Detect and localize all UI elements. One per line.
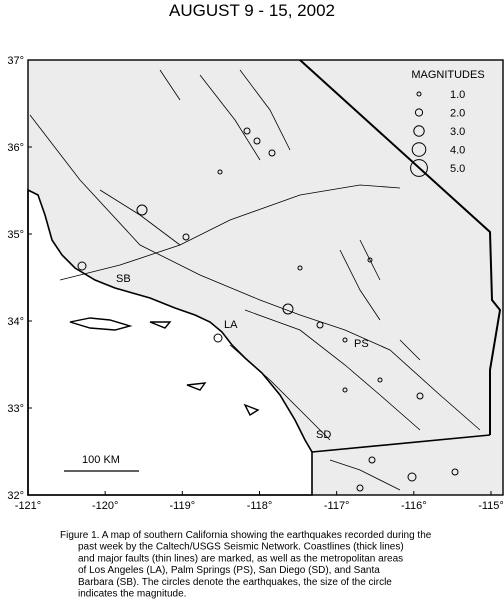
caption-line: indicates the magnitude.: [78, 589, 186, 600]
earthquake: [377, 377, 383, 383]
place-label: LA: [224, 319, 238, 331]
legend-label: 5.0: [450, 163, 465, 175]
earthquake: [213, 333, 223, 343]
earthquake: [136, 204, 148, 216]
map: [27, 59, 504, 496]
earthquake: [268, 149, 276, 157]
fault: [29, 114, 481, 431]
caption-line: past week by the Caltech/USGS Seismic Ne…: [78, 542, 404, 553]
place-label: SB: [116, 273, 131, 285]
fault: [99, 69, 291, 246]
lat-tick-label: 32°: [7, 490, 24, 502]
legend-label: 4.0: [450, 145, 465, 157]
earthquake: [356, 484, 364, 492]
legend-symbol: [416, 91, 422, 97]
legend-label: 1.0: [450, 89, 465, 101]
earthquake: [342, 337, 348, 343]
lon-tick-label: -118°: [247, 500, 273, 512]
earthquake: [342, 387, 348, 393]
fault: [244, 309, 421, 431]
place-label: PS: [354, 338, 369, 350]
mexico-border: [311, 434, 491, 453]
earthquakes: [77, 127, 459, 492]
islands: [69, 317, 260, 417]
place-label: SD: [316, 429, 331, 441]
lat-tick-label: 33°: [7, 403, 24, 415]
caption-line: and major faults (thin lines) are marked…: [78, 553, 403, 564]
ocean: [27, 188, 313, 496]
legend-label: 3.0: [450, 126, 465, 138]
lat-tick-label: 36°: [7, 142, 24, 154]
scale-label: 100 KM: [82, 454, 120, 466]
earthquake: [217, 169, 223, 175]
caption-line: of Los Angeles (LA), Palm Springs (PS), …: [78, 565, 380, 576]
earthquake: [407, 472, 417, 482]
lat-tick-label: 34°: [7, 316, 24, 328]
earthquake: [451, 468, 459, 476]
legend-title: MAGNITUDES: [411, 69, 484, 81]
earthquake: [368, 456, 376, 464]
earthquake: [243, 127, 251, 135]
lon-tick-label: -117°: [324, 500, 350, 512]
earthquake: [182, 233, 190, 241]
earthquake: [282, 303, 294, 315]
legend-symbol: [414, 108, 424, 117]
legend-symbol: [413, 125, 425, 137]
fault: [229, 344, 331, 441]
caption-line: Figure 1. A map of southern California s…: [60, 530, 432, 541]
lon-tick-label: -121°: [15, 500, 41, 512]
earthquake: [297, 265, 303, 271]
legend-label: 2.0: [450, 108, 465, 120]
map-frame: [27, 59, 504, 496]
lon-tick-label: -116°: [401, 500, 427, 512]
fault: [59, 184, 401, 281]
lat-tick-label: 35°: [7, 229, 24, 241]
lon-tick-label: -119°: [170, 500, 196, 512]
state-border: [299, 59, 502, 435]
earthquake: [416, 392, 424, 400]
lon-tick-label: -120°: [92, 500, 118, 512]
lat-tick-label: 37°: [7, 55, 24, 67]
legend-symbol: [410, 159, 428, 177]
earthquake: [253, 137, 261, 145]
legend-symbol: [411, 142, 427, 157]
earthquake: [77, 261, 87, 271]
earthquake: [367, 257, 373, 263]
earthquake: [316, 321, 324, 329]
lon-tick-label: -115°: [478, 500, 504, 512]
fault: [329, 239, 421, 491]
title: AUGUST 9 - 15, 2002: [169, 1, 335, 20]
caption-line: Barbara (SB). The circles denote the ear…: [78, 577, 392, 588]
